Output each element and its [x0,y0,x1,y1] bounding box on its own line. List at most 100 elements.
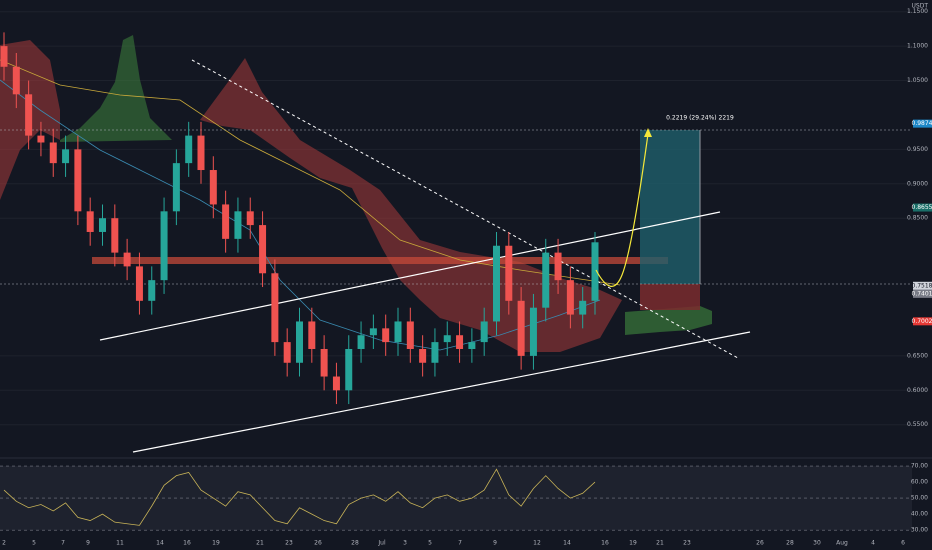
candle-body [480,321,488,343]
candle-body [554,252,562,281]
x-tick-label: Aug [836,540,848,547]
candle-body [357,335,365,349]
candle-body [505,245,513,301]
x-tick-label: 23 [683,540,691,547]
candle-body [320,348,328,377]
price-tag [913,317,932,326]
resistance-zone [92,257,668,264]
x-tick-label: 19 [629,540,637,547]
x-tick-label: 23 [285,540,293,547]
candle-body [345,348,353,391]
cloud-red [200,58,622,352]
price-tag [913,119,932,128]
candle-body [443,335,451,343]
y-tick-label: 0.5500 [907,421,928,428]
candle-body [579,300,587,315]
rsi-tick-label: 50.00 [911,495,928,502]
candle-body [185,135,193,164]
x-tick-label: 5 [32,540,36,547]
candle-body [382,328,390,343]
candle-body [222,204,230,239]
rsi-pane [0,465,912,531]
candle-body [37,135,45,143]
x-tick-label: 16 [601,540,609,547]
candle-body [197,135,205,171]
candle-body [493,245,500,322]
candle-body [259,225,267,274]
candle-body [296,321,303,363]
channel-line [132,331,751,453]
y-tick-label: 1.0500 [907,77,928,84]
x-tick-label: 30 [813,540,821,547]
ma-line [0,79,601,351]
x-tick-label: 26 [756,540,764,547]
candle-body [62,149,70,164]
candle-body [308,321,316,349]
candle-body [49,142,57,164]
rsi-tick-label: 40.00 [911,511,928,518]
annotation: 0.2219 (29.24%) 2219 [666,115,734,122]
stop-zone [640,284,700,310]
candles [0,32,599,405]
x-tick-label: 14 [563,540,571,547]
price-tag-label: 0.7518 [912,282,932,289]
price-tag-label: 0.9874 [912,120,932,127]
trend-line [191,59,739,359]
grid [0,11,912,426]
candle-body [591,242,599,301]
candle-body [74,149,82,212]
candle-body [12,66,20,95]
x-tick-label: 28 [786,540,794,547]
price-tag [913,289,932,298]
y-tick-label: 0.8500 [907,215,928,222]
x-tick-label: 9 [493,540,497,547]
rsi-tick-label: 70.00 [911,463,928,470]
candle-body [369,328,377,336]
y-tick-label: 1.1500 [907,8,928,15]
currency-label: USDT [912,3,929,10]
ma-line [0,59,621,286]
candle-body [209,170,217,205]
candle-body [111,218,119,253]
candle-body [542,252,550,308]
x-tick-label: 14 [156,540,164,547]
axes: 1.1500 1.1000 1.0500 0.9500 0.9000 0.8500 0.65… [2,8,932,547]
candle-body [456,335,464,349]
x-tick-label: 16 [183,540,191,547]
rsi-line [3,468,596,526]
candle-body [0,46,8,67]
candle-body [406,321,414,349]
x-tick-label: 9 [86,540,90,547]
x-tick-label: 4 [871,540,875,547]
y-tick-label: 0.9500 [907,146,928,153]
price-tag [913,203,932,212]
candle-body [566,280,574,315]
x-tick-label: 21 [656,540,664,547]
candle-body [135,266,143,301]
candle-body [86,211,94,232]
y-tick-label: 0.6000 [907,387,928,394]
price-tag-label: 0.8655 [912,204,932,211]
cloud-green [60,35,172,142]
x-tick-label: 21 [256,540,264,547]
candle-body [529,307,537,356]
x-tick-label: 11 [116,540,124,547]
target-zone [640,130,700,284]
x-tick-label: 19 [212,540,220,547]
candle-body [160,211,168,281]
candle-body [419,348,427,363]
x-tick-label: 6 [901,540,905,547]
x-tick-label: Jul [377,540,386,547]
x-tick-label: 26 [314,540,322,547]
candle-body [148,280,156,301]
price-tag [913,281,932,290]
candle-body [271,273,279,343]
rsi-tick-label: 60.00 [911,479,928,486]
x-tick-label: 5 [428,540,432,547]
candle-body [332,376,340,391]
y-tick-label: 0.9000 [907,180,928,187]
candle-body [394,321,402,343]
candle-body [99,218,106,232]
